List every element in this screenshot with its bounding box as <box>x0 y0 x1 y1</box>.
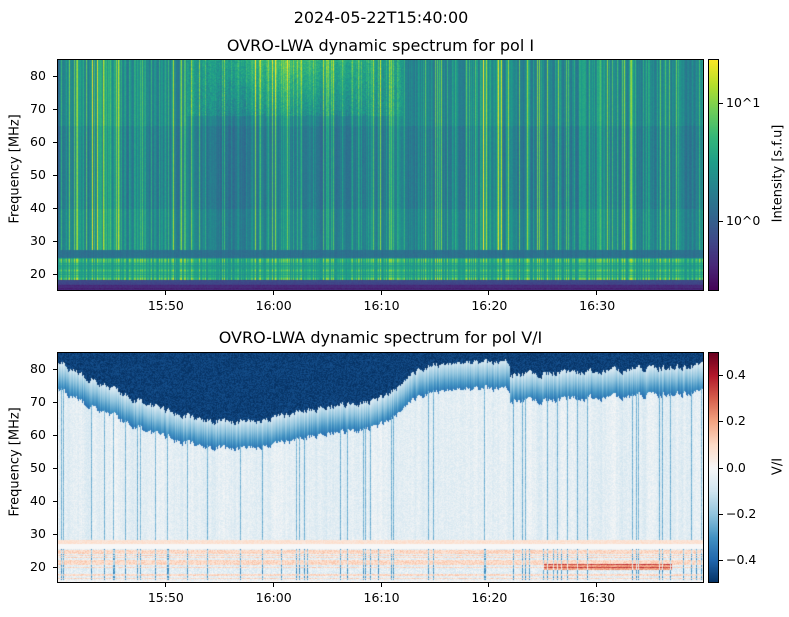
x-tick-mark <box>380 291 382 295</box>
x-tick-label: 16:20 <box>471 590 508 605</box>
figure-suptitle: 2024-05-22T15:40:00 <box>293 8 469 27</box>
y-tick-mark <box>53 500 57 502</box>
colorbar-tick-mark <box>719 467 723 469</box>
y-tick-label: 40 <box>30 492 46 508</box>
y-tick-mark <box>53 108 57 110</box>
y-tick-mark <box>53 434 57 436</box>
colorbar-tick-label: −0.4 <box>726 551 757 567</box>
plot-frame-1 <box>57 352 704 583</box>
x-tick-label: 16:30 <box>579 590 616 605</box>
x-tick-label: 16:00 <box>255 590 292 605</box>
x-tick-label: 16:30 <box>579 298 616 313</box>
colorbar-tick-mark <box>719 513 723 515</box>
y-tick-mark <box>53 467 57 469</box>
x-tick-label: 16:10 <box>363 590 400 605</box>
y-tick-label: 30 <box>30 525 46 541</box>
x-tick-label: 15:50 <box>147 590 184 605</box>
colorbar-tick-label: 10^1 <box>726 95 761 111</box>
colorbar <box>708 352 718 583</box>
intensity-spectrogram <box>57 59 704 291</box>
y-tick-mark <box>53 208 57 210</box>
x-tick-mark <box>272 291 274 295</box>
colorbar-tick-label: −0.2 <box>726 505 757 521</box>
chart-title-0: OVRO-LWA dynamic spectrum for pol I <box>226 36 535 55</box>
y-tick-mark <box>53 274 57 276</box>
y-tick-mark <box>53 141 57 143</box>
y-axis-label: Frequency [MHz] <box>7 114 23 224</box>
y-tick-mark <box>53 401 57 403</box>
y-axis-label: Frequency [MHz] <box>7 406 23 516</box>
y-tick-label: 60 <box>30 426 46 442</box>
colorbar-tick-label: 0.2 <box>726 413 746 429</box>
colorbar-tick-mark <box>719 375 723 377</box>
colorbar <box>708 59 718 291</box>
colorbar-tick-mark <box>719 103 723 105</box>
x-tick-label: 15:50 <box>147 298 184 313</box>
y-tick-mark <box>53 566 57 568</box>
colorbar-frame <box>708 352 719 583</box>
x-tick-mark <box>488 291 490 295</box>
x-tick-label: 16:20 <box>471 298 508 313</box>
y-tick-label: 40 <box>30 200 46 216</box>
x-tick-label: 16:10 <box>363 298 400 313</box>
y-tick-mark <box>53 533 57 535</box>
x-tick-label: 16:00 <box>255 298 292 313</box>
y-tick-mark <box>53 175 57 176</box>
y-tick-label: 60 <box>30 133 46 149</box>
y-tick-label: 50 <box>30 459 46 475</box>
colorbar-tick-label: 10^0 <box>726 212 761 228</box>
y-tick-label: 70 <box>30 393 46 409</box>
colorbar-label: V/I <box>770 457 786 475</box>
colorbar-tick-mark <box>719 559 723 561</box>
y-tick-label: 20 <box>30 558 46 574</box>
x-tick-mark <box>272 583 274 587</box>
chart-title-1: OVRO-LWA dynamic spectrum for pol V/I <box>218 328 543 347</box>
y-tick-label: 70 <box>30 100 46 116</box>
y-tick-label: 20 <box>30 266 46 282</box>
x-tick-mark <box>380 583 382 587</box>
colorbar-tick-label: 0.0 <box>726 459 746 475</box>
colorbar-label: Intensity [s.f.u] <box>770 124 786 223</box>
y-tick-mark <box>53 368 57 370</box>
colorbar-tick-label: 0.4 <box>726 367 746 383</box>
y-tick-label: 80 <box>30 360 46 376</box>
colorbar-tick-mark <box>719 421 723 423</box>
x-tick-mark <box>488 583 490 587</box>
y-tick-mark <box>53 75 57 77</box>
colorbar-tick-mark <box>719 220 723 222</box>
y-tick-label: 30 <box>30 233 46 249</box>
colorbar-frame <box>708 59 719 291</box>
x-tick-mark <box>596 583 598 587</box>
y-tick-label: 80 <box>30 67 46 83</box>
plot-frame-0 <box>57 59 704 291</box>
x-tick-mark <box>164 583 166 587</box>
x-tick-mark <box>596 291 598 295</box>
x-tick-mark <box>164 291 166 295</box>
vi-spectrogram <box>57 352 704 583</box>
y-tick-label: 50 <box>30 167 46 182</box>
y-tick-mark <box>53 241 57 243</box>
